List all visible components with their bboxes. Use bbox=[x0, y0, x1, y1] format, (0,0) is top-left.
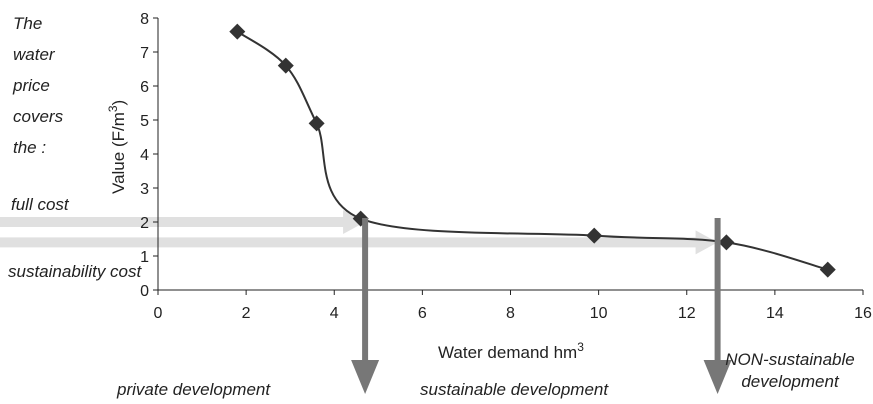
down-arrow bbox=[703, 218, 732, 394]
y-tick-label: 7 bbox=[140, 45, 149, 62]
private-development-label: private development bbox=[117, 380, 271, 399]
vertical-arrows bbox=[351, 218, 732, 394]
y-axis-label: Value (F/m3) bbox=[106, 100, 128, 194]
sustainable-development-label: sustainable development bbox=[420, 380, 609, 399]
side-text-line: the : bbox=[13, 138, 47, 157]
series-line bbox=[236, 30, 829, 271]
x-tick-label: 16 bbox=[854, 305, 872, 322]
horizontal-arrows bbox=[0, 210, 718, 255]
y-tick-label: 6 bbox=[140, 79, 149, 96]
x-tick-label: 14 bbox=[766, 305, 784, 322]
data-point bbox=[277, 57, 294, 74]
side-text-line: The bbox=[13, 14, 43, 33]
x-tick-label: 12 bbox=[678, 305, 696, 322]
non-sustainable-line: development bbox=[741, 372, 839, 391]
x-tick-label: 2 bbox=[242, 305, 251, 322]
side-text-line: water bbox=[13, 45, 55, 64]
y-tick-label: 4 bbox=[140, 147, 149, 164]
y-tick-label: 1 bbox=[140, 249, 149, 266]
down-arrow bbox=[351, 218, 380, 394]
non-sustainable-development-label: NON-sustainable development bbox=[715, 349, 865, 393]
x-tick-label: 6 bbox=[418, 305, 427, 322]
y-tick-label: 5 bbox=[140, 113, 149, 130]
x-tick-label: 10 bbox=[590, 305, 608, 322]
series-group bbox=[229, 23, 836, 278]
data-point bbox=[229, 23, 246, 40]
data-point bbox=[308, 115, 325, 132]
sustainability-cost-arrow bbox=[0, 230, 718, 255]
data-point bbox=[718, 234, 735, 251]
y-tick-label: 2 bbox=[140, 215, 149, 232]
y-tick-label: 8 bbox=[140, 11, 149, 28]
x-tick-label: 4 bbox=[330, 305, 339, 322]
x-tick-label: 0 bbox=[154, 305, 163, 322]
data-point bbox=[819, 261, 836, 278]
sustainability-cost-label: sustainability cost bbox=[8, 262, 142, 281]
side-text-line: price bbox=[13, 76, 50, 95]
data-point bbox=[586, 227, 603, 244]
full-cost-arrow bbox=[0, 210, 366, 234]
side-text-line: covers bbox=[13, 107, 64, 126]
non-sustainable-line: NON-sustainable bbox=[725, 350, 855, 369]
full-cost-label: full cost bbox=[11, 195, 69, 214]
price-covers-text: The water price covers the : bbox=[13, 8, 63, 163]
x-tick-label: 8 bbox=[506, 305, 515, 322]
y-tick-label: 0 bbox=[140, 283, 149, 300]
y-tick-label: 3 bbox=[140, 181, 149, 198]
x-axis-label: Water demand hm3 bbox=[438, 340, 584, 362]
